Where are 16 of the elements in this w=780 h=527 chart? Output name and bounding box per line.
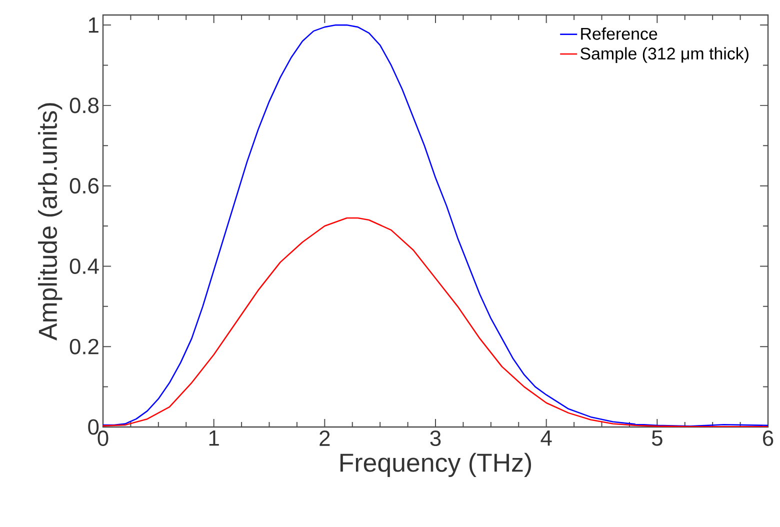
legend-label: Reference [581,27,658,40]
x-tick-label: 4 [540,430,552,446]
x-tick-label: 6 [763,430,774,446]
x-tick-label: 2 [320,430,330,446]
y-tick-label: 0.2 [70,338,98,354]
y-tick-label: 1 [88,18,98,33]
x-tick-label: 3 [430,430,441,446]
y-tick-label: 0 [88,419,99,435]
legend-label: Sample (312 μm thick) [580,47,748,63]
x-tick-label: 5 [652,430,662,446]
y-axis-title: Amplitude (arb.units) [38,103,62,340]
x-axis-title: Frequency (THz) [340,452,532,478]
y-tick-label: 0.8 [70,98,99,114]
y-tick-label: 0.6 [70,178,99,194]
x-tick-label: 1 [209,430,219,446]
y-tick-label: 0.4 [70,258,99,274]
